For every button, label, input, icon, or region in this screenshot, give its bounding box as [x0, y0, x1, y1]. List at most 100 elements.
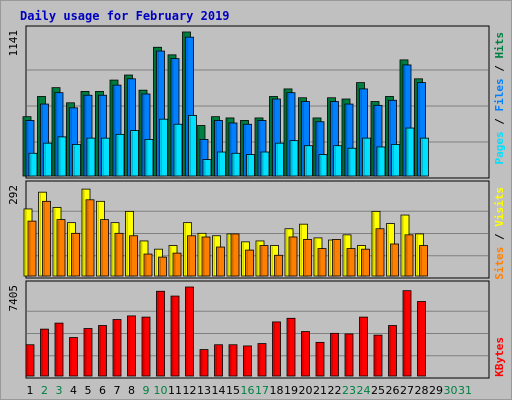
bar-shade-sites-day-14	[217, 248, 219, 275]
bar-sites-day-16	[245, 249, 254, 277]
bar-shade-sites-day-4	[72, 234, 74, 275]
bar-shade-visits-day-12	[184, 223, 186, 275]
bar-sites-day-6	[100, 219, 109, 277]
bar-shade-pages-day-28	[421, 139, 423, 175]
bar-sites-day-19	[288, 236, 298, 277]
day-label-27: 27	[400, 384, 414, 397]
bar-pages-day-21	[318, 154, 328, 177]
bar-sites-day-23	[346, 248, 356, 277]
day-label-15: 15	[226, 384, 240, 397]
bar-shade-kbytes-day-12	[186, 288, 188, 375]
day-label-30: 30	[444, 384, 458, 397]
day-label-7: 7	[114, 384, 121, 397]
bar-shade-sites-day-8	[130, 236, 132, 275]
bar-shade-kbytes-day-27	[404, 291, 406, 375]
bar-shade-pages-day-8	[131, 131, 133, 175]
bar-shade-sites-day-26	[391, 244, 393, 275]
max-label-middle: 292	[7, 185, 20, 205]
bar-shade-visits-day-20	[300, 225, 302, 275]
legend-kbytes: KBytes	[493, 337, 506, 377]
bar-shade-kbytes-day-13	[201, 350, 203, 375]
bar-kbytes-day-13	[199, 349, 209, 377]
bar-shade-sites-day-21	[319, 249, 321, 275]
bar-shade-kbytes-day-1	[27, 345, 29, 375]
bar-shade-files-day-22	[331, 102, 333, 175]
bar-shade-hits-day-9	[140, 91, 142, 175]
bar-shade-kbytes-day-6	[99, 326, 101, 375]
bar-pages-day-23	[347, 147, 357, 177]
bar-shade-visits-day-1	[25, 209, 27, 275]
bar-shade-kbytes-day-22	[331, 334, 333, 375]
bar-shade-visits-day-11	[170, 246, 172, 275]
bar-shade-hits-day-12	[183, 33, 185, 175]
bar-pages-day-1	[28, 152, 38, 177]
bar-shade-sites-day-1	[29, 222, 31, 275]
bar-kbytes-day-24	[359, 316, 368, 377]
bar-sites-day-14	[216, 246, 225, 277]
bar-shade-kbytes-day-18	[273, 322, 275, 375]
bar-shade-sites-day-9	[145, 255, 147, 275]
bar-shade-hits-day-7	[111, 81, 113, 175]
bar-shade-pages-day-7	[117, 135, 119, 175]
bar-kbytes-day-12	[185, 286, 194, 377]
bar-sites-day-7	[114, 232, 124, 277]
bar-shade-kbytes-day-25	[375, 336, 377, 375]
bar-kbytes-day-10	[156, 290, 165, 377]
bar-shade-pages-day-5	[88, 139, 90, 175]
bar-shade-visits-day-21	[315, 238, 317, 275]
bar-shade-sites-day-7	[116, 234, 118, 275]
bar-kbytes-day-14	[214, 344, 223, 377]
bar-kbytes-day-23	[344, 333, 354, 377]
bar-shade-files-day-23	[346, 105, 348, 175]
bar-shade-hits-day-13	[198, 126, 200, 175]
bar-shade-kbytes-day-3	[56, 324, 58, 375]
day-label-10: 10	[154, 384, 168, 397]
bar-shade-sites-day-12	[188, 236, 190, 275]
bar-shade-files-day-11	[172, 59, 174, 175]
legend-sep: /	[493, 59, 506, 79]
bar-sites-day-15	[230, 233, 240, 277]
bar-kbytes-day-26	[388, 325, 397, 377]
bar-sites-day-21	[317, 248, 327, 277]
bar-shade-kbytes-day-19	[288, 319, 290, 375]
chart-title: Daily usage for February 2019	[20, 9, 230, 23]
bar-kbytes-day-4	[69, 337, 78, 377]
bar-shade-hits-day-23	[343, 100, 345, 175]
bar-shade-hits-day-10	[154, 48, 156, 176]
day-label-17: 17	[255, 384, 269, 397]
day-label-19: 19	[284, 384, 298, 397]
bar-pages-day-28	[420, 137, 429, 177]
bar-shade-visits-day-25	[373, 212, 375, 275]
legend-sites: Sites	[493, 247, 506, 280]
bar-shade-kbytes-day-28	[418, 302, 420, 375]
bar-shade-hits-day-25	[372, 102, 374, 175]
bar-shade-visits-day-16	[242, 242, 244, 275]
bar-sites-day-28	[419, 245, 428, 277]
bar-pages-day-9	[144, 139, 154, 177]
bar-pages-day-5	[86, 137, 96, 177]
bar-shade-visits-day-7	[112, 223, 114, 275]
bar-shade-sites-day-23	[348, 249, 350, 275]
bar-kbytes-day-22	[330, 332, 339, 377]
bar-shade-pages-day-22	[334, 146, 336, 175]
bar-shade-files-day-7	[114, 86, 116, 175]
bar-shade-hits-day-20	[299, 98, 301, 175]
day-label-3: 3	[56, 384, 63, 397]
bar-shade-files-day-26	[389, 101, 391, 175]
bar-sites-day-12	[187, 235, 196, 277]
bar-shade-files-day-17	[259, 121, 261, 175]
day-label-22: 22	[328, 384, 342, 397]
bar-shade-kbytes-day-14	[215, 345, 217, 375]
bar-shade-pages-day-4	[73, 145, 75, 175]
bar-shade-pages-day-25	[378, 147, 380, 175]
bar-pages-day-26	[391, 144, 400, 177]
bar-kbytes-day-21	[315, 341, 325, 377]
day-label-12: 12	[183, 384, 197, 397]
bar-shade-files-day-27	[404, 65, 406, 175]
bar-shade-sites-day-19	[290, 237, 292, 275]
day-label-9: 9	[143, 384, 150, 397]
bar-shade-pages-day-24	[363, 139, 365, 175]
bar-shade-kbytes-day-5	[85, 329, 87, 375]
bar-pages-day-15	[231, 152, 241, 177]
